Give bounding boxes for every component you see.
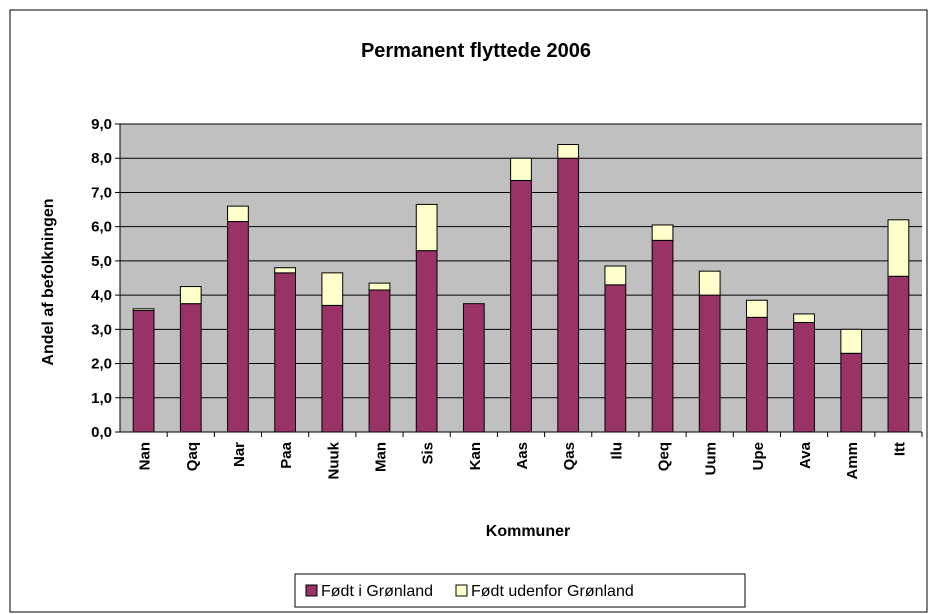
bar-segment (887, 219, 910, 277)
bar-segment (651, 239, 674, 433)
bar-segment (274, 267, 296, 274)
legend-box (294, 573, 746, 608)
bar-segment (510, 157, 532, 181)
bar-segment (793, 321, 815, 433)
bar-segment (604, 284, 627, 433)
x-tick-label: Nan (137, 442, 154, 470)
x-tick-label: Paa (278, 441, 295, 468)
bar-segment (179, 303, 202, 433)
y-tick-label: 9,0 (91, 116, 112, 133)
y-tick-label: 1,0 (91, 390, 112, 407)
y-tick-label: 2,0 (91, 356, 112, 373)
x-tick-label: Ilu (608, 442, 625, 460)
x-tick-label: Man (372, 442, 389, 472)
x-tick-label: Upe (750, 442, 767, 470)
bar-segment (227, 221, 249, 433)
y-tick-label: 7,0 (91, 184, 112, 201)
bar-segment (462, 303, 485, 433)
bar-segment (698, 294, 721, 433)
bar-segment (746, 316, 768, 433)
x-tick-label: Qeq (656, 442, 673, 471)
x-tick-label: Qaq (184, 442, 201, 471)
bar-segment (746, 299, 768, 318)
bar-segment (132, 308, 155, 312)
x-tick-label: Amm (844, 442, 861, 480)
bar-segment (368, 282, 391, 291)
bar-segment (415, 250, 438, 433)
chart-title: Permanent flyttede 2006 (361, 40, 591, 62)
bar-segment (179, 286, 202, 305)
bar-segment (887, 275, 910, 433)
y-tick-label: 3,0 (91, 321, 112, 338)
bar-segment (321, 272, 344, 306)
legend-swatch (305, 584, 318, 597)
x-axis-label: Kommuner (486, 523, 570, 540)
bar-segment (368, 289, 391, 433)
x-tick-label: Nuuk (325, 441, 342, 479)
legend-swatch (455, 584, 468, 597)
x-tick-label: Nar (231, 442, 248, 467)
x-tick-label: Ava (797, 441, 814, 469)
bar-segment (321, 304, 344, 433)
y-tick-label: 8,0 (91, 150, 112, 167)
x-tick-label: Sis (420, 442, 437, 465)
y-tick-label: 4,0 (91, 287, 112, 304)
x-tick-label: Aas (514, 442, 531, 470)
bar-segment (840, 352, 863, 433)
bar-segment (698, 270, 721, 296)
legend-label: Født udenfor Grønland (471, 583, 634, 600)
x-tick-label: Kan (467, 442, 484, 470)
y-tick-label: 5,0 (91, 253, 112, 270)
legend-label: Født i Grønland (321, 583, 433, 600)
bar-segment (651, 224, 674, 241)
y-tick-label: 6,0 (91, 219, 112, 236)
bar-segment (793, 313, 815, 323)
y-axis-label: Andel af befolkningen (40, 198, 57, 365)
bar-segment (132, 310, 155, 433)
bar-segment (510, 179, 532, 433)
x-tick-label: Qas (561, 442, 578, 470)
x-tick-label: Uum (703, 442, 720, 475)
bar-segment (557, 144, 580, 159)
bar-segment (557, 157, 580, 433)
bar-segment (274, 272, 296, 433)
y-tick-label: 0,0 (91, 424, 112, 441)
bar-segment (227, 205, 249, 223)
bar-segment (415, 203, 438, 252)
bar-segment (604, 265, 627, 286)
x-tick-label: Itt (891, 442, 908, 456)
bar-segment (840, 328, 863, 354)
